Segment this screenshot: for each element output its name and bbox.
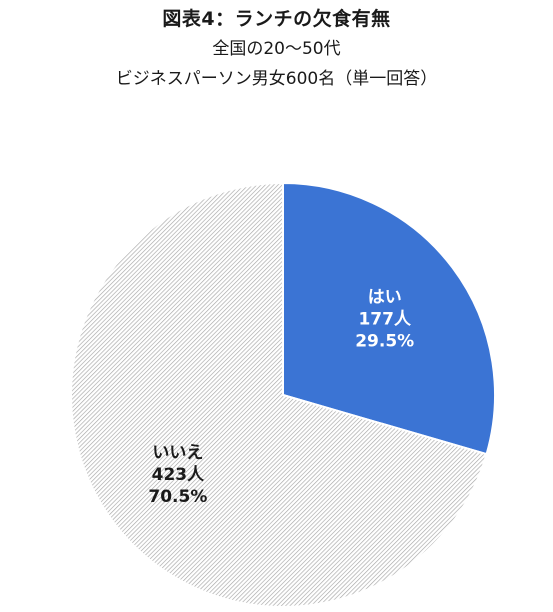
slice-label-no: いいえ	[152, 443, 203, 463]
slice-percent-label-no: 70.5%	[148, 487, 207, 507]
pie-slice-yes	[282, 181, 496, 456]
chart-subtitle-line-2: ビジネスパーソン男女600名（単一回答）	[115, 69, 438, 89]
slice-percent-label-yes: 29.5%	[355, 332, 414, 352]
pie-slice-no	[70, 181, 488, 608]
slice-count-label-no: 423人	[152, 465, 205, 485]
chart-title: 図表4：ランチの欠食有無	[162, 8, 391, 30]
chart-subtitle-line-1: 全国の20～50代	[212, 39, 341, 59]
chart-header: 図表4：ランチの欠食有無 全国の20～50代 ビジネスパーソン男女600名（単一…	[0, 4, 553, 94]
slice-count-label-yes: 177人	[358, 310, 411, 330]
pie-slices	[70, 181, 496, 608]
slice-label-yes: はい	[368, 288, 402, 308]
